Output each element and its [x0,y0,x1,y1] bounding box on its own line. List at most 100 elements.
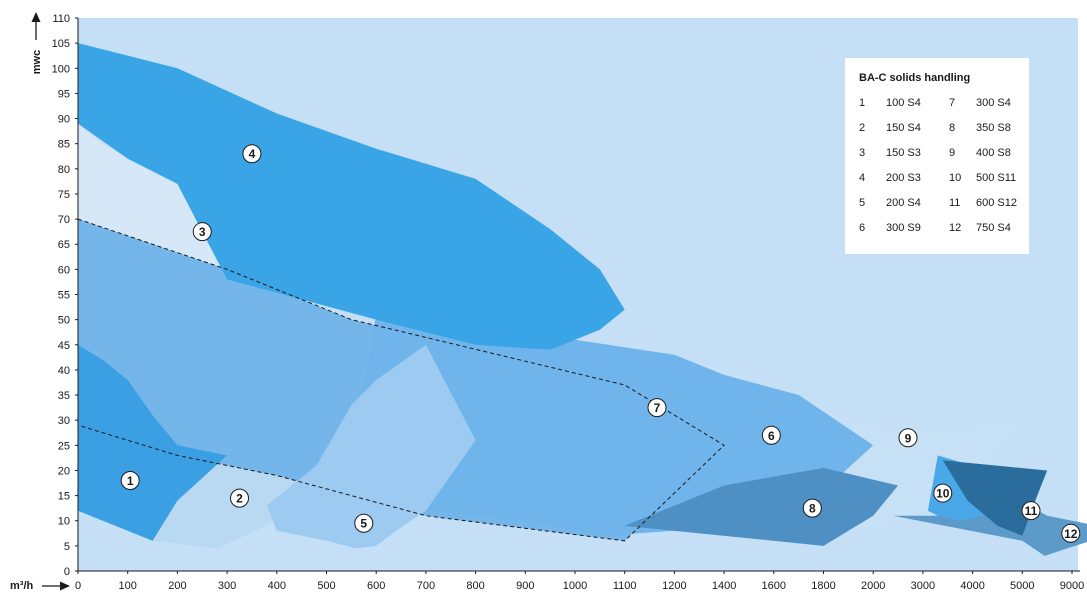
y-tick-label: 105 [52,38,70,50]
y-ticks: 0 5 10 15 20 25 30 35 40 45 50 55 60 65 70 75 80 85 90 95 10… [52,13,78,578]
legend-entry-number: 9 [949,147,956,159]
x-tick-label: 1200 [662,580,686,592]
boundary-layer [77,218,725,542]
region-marker-4: 4 [242,144,262,164]
legend-entry-label: 300 S4 [976,97,1011,109]
y-tick-label: 80 [58,164,70,176]
legend-title: BA-C solids handling [859,72,971,84]
region-marker-label: 7 [654,401,661,415]
region-marker-5: 5 [354,513,374,533]
legend-entry-label: 600 S12 [976,197,1017,209]
region-8 [624,467,899,546]
region-5 [266,344,476,549]
legend-entry-number: 3 [859,147,866,159]
region-marker-label: 6 [768,429,775,443]
y-tick-label: 30 [58,415,70,427]
legend-entry-11: 11 600 S12 [949,196,1029,210]
legend-entry-number: 7 [949,97,956,109]
region-marker-8: 8 [802,498,822,518]
x-tick-label: 700 [417,580,435,592]
region-marker-label: 3 [199,225,206,239]
legend: BA-C solids handling 1 100 S4 2 150 S4 3 150 … [845,58,1029,254]
region-1 [78,344,228,541]
x-tick-label: 0 [75,580,81,592]
x-tick-label: 600 [367,580,385,592]
x-tick-label: 2000 [861,580,885,592]
region-marker-label: 5 [360,517,367,531]
legend-entry-label: 350 S8 [976,122,1011,134]
y-tick-label: 0 [64,566,70,578]
region-4 [78,43,625,350]
region-11 [942,460,1048,536]
y-tick-label: 70 [58,214,70,226]
region-marker-label: 8 [809,502,816,516]
region-marker-2: 2 [230,488,250,508]
x-tick-label: 1600 [762,580,786,592]
legend-entry-number: 12 [949,222,962,234]
dashed-boundary-line [77,218,725,542]
legend-entry-number: 1 [859,97,866,109]
legend-entry-label: 400 S8 [976,147,1011,159]
legend-entry-label: 750 S4 [976,222,1011,234]
x-tick-label: 200 [168,580,186,592]
y-tick-label: 65 [58,239,70,251]
legend-entry-12: 12 750 S4 [949,221,1029,235]
y-tick-label: 55 [58,290,70,302]
y-tick-label: 5 [64,541,70,553]
region-marker-label: 11 [1025,504,1038,518]
x-tick-label: 500 [317,580,335,592]
y-tick-label: 60 [58,264,70,276]
legend-entry-number: 5 [859,197,866,209]
y-tick-label: 40 [58,365,70,377]
x-ticks: 0 100 200 300 400 500 600 700 800 900 1000 1100 1200… [75,571,1084,592]
y-tick-label: 90 [58,114,70,126]
region-marker-9: 9 [898,428,918,448]
legend-entry-3: 3 150 S3 [859,146,939,160]
region-marker-10: 10 [933,483,953,503]
x-tick-label: 5000 [1010,580,1034,592]
x-tick-label: 800 [466,580,484,592]
x-tick-label: 3000 [911,580,935,592]
region-marker-7: 7 [647,398,667,418]
legend-entry-label: 200 S4 [886,197,921,209]
region-marker-label: 12 [1064,527,1078,541]
legend-entry-8: 8 350 S8 [949,121,1029,135]
x-tick-label: 1800 [811,580,835,592]
region-6 [326,314,874,536]
legend-entry-2: 2 150 S4 [859,121,939,135]
y-tick-label: 95 [58,88,70,100]
y-tick-label: 15 [58,491,70,503]
legend-entry-7: 7 300 S4 [949,96,1029,110]
y-tick-label: 50 [58,315,70,327]
legend-entry-10: 10 500 S11 [949,171,1029,185]
region-marker-12: 12 [1061,523,1081,543]
legend-entry-9: 9 400 S8 [949,146,1029,160]
y-tick-label: 75 [58,189,70,201]
legend-entry-number: 2 [859,122,866,134]
legend-entry-number: 10 [949,172,962,184]
region-marker-label: 1 [127,474,134,488]
legend-entry-label: 500 S11 [976,172,1017,184]
region-marker-1: 1 [120,471,140,491]
x-tick-label: 4000 [960,580,984,592]
y-tick-label: 10 [58,516,70,528]
y-tick-label: 25 [58,440,70,452]
region-marker-label: 2 [236,492,243,506]
region-marker-label: 9 [905,431,912,445]
regions-layer [78,43,1087,556]
legend-entry-4: 4 200 S3 [859,171,939,185]
region-marker-label: 10 [936,487,950,501]
legend-entry-1: 1 100 S4 [859,96,939,110]
region-marker-label: 4 [249,147,256,161]
y-axis-title: mwc [31,50,43,74]
x-tick-label: 1000 [563,580,587,592]
legend-entry-label: 300 S9 [886,222,921,234]
legend-entry-label: 150 S4 [886,122,921,134]
legend-entry-6: 6 300 S9 [859,221,939,235]
x-tick-label: 300 [218,580,236,592]
y-tick-label: 45 [58,340,70,352]
region-marker-11: 11 [1021,501,1041,521]
y-tick-label: 20 [58,465,70,477]
legend-entry-label: 200 S3 [886,172,921,184]
